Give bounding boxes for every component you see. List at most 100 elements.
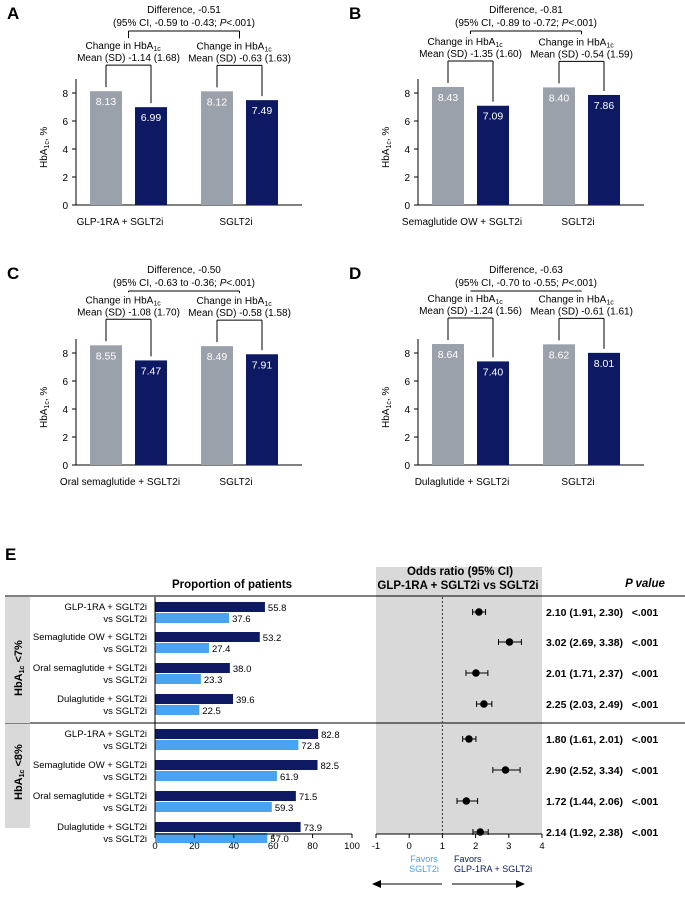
bar-value-label: 8.62 (549, 349, 570, 361)
bar-baseline (90, 345, 122, 465)
y-tick-label: 4 (404, 405, 410, 416)
odds-ratio-text: 2.25 (2.03, 2.49) (546, 699, 623, 711)
odds-ratio-text: 2.14 (1.92, 2.38) (546, 827, 623, 839)
panel-c: C 0 2 4 6 8 HbA1c, % 8.55 7.47 Oral semaglutide +… (7, 264, 302, 488)
odds-ratio-text: 2.01 (1.71, 2.37) (546, 668, 623, 680)
favors-left: Favors (410, 854, 438, 864)
x-category-label: Semaglutide OW + SGLT2i (402, 217, 522, 228)
bar-combo-label: 71.5 (299, 792, 318, 803)
y-axis-label: HbA1c, % (381, 127, 393, 168)
bar-sglt2 (155, 771, 277, 781)
difference-title: Difference, -0.81 (489, 5, 563, 16)
bar-value-label: 6.99 (141, 112, 162, 124)
change-value: Mean (SD) -1.35 (1.60) (419, 49, 522, 60)
favors-left: SGLT2i (409, 864, 439, 874)
bar-value-label: 8.55 (96, 350, 117, 362)
x-category-label: GLP-1RA + SGLT2i (77, 217, 164, 228)
odds-ratio-point (462, 797, 471, 805)
bar-combo (155, 694, 234, 704)
y-tick-label: 8 (404, 349, 410, 360)
change-value: Mean (SD) -0.61 (1.61) (530, 306, 633, 317)
panel-d: D 0 2 4 6 8 HbA1c, % 8.64 7.40 Dulaglutide + SGLT… (349, 264, 644, 488)
y-tick-label: 4 (62, 405, 68, 416)
bar-combo-label: 82.5 (321, 761, 340, 772)
x-category-label: SGLT2i (219, 217, 252, 228)
row-label: GLP-1RA + SGLT2i (65, 729, 147, 740)
bar-value-label: 8.43 (438, 92, 459, 104)
bar-combo (155, 760, 318, 770)
y-tick-label: 0 (404, 461, 410, 472)
group-label-background (5, 597, 30, 723)
odds-ratio-point (472, 669, 480, 677)
favors-left-arrowhead (372, 880, 381, 888)
group-label: HbA1c <7% (13, 640, 26, 696)
odds-ratio-point (476, 828, 485, 836)
y-axis-label: HbA1c, % (39, 387, 51, 428)
bar-value-label: 7.09 (483, 111, 504, 123)
bar-baseline (201, 346, 233, 465)
bar-value-label: 8.13 (96, 96, 117, 108)
bar-combo-label: 38.0 (233, 664, 252, 675)
y-tick-label: 4 (404, 145, 410, 156)
group-label-background (5, 724, 30, 828)
y-tick-label: 0 (62, 201, 68, 212)
bar-sglt2 (155, 833, 268, 843)
bar-sglt2 (155, 674, 201, 684)
bar-baseline (543, 87, 575, 205)
bar-baseline (432, 344, 464, 465)
pvalue-header: P value (625, 578, 665, 590)
favors-right: Favors (454, 854, 482, 864)
row-label: Oral semaglutide + SGLT2i (33, 663, 147, 674)
odds-ratio-point (505, 638, 514, 646)
change-label: Change in HbA1c (197, 296, 273, 308)
proportion-x-tick-label: 60 (268, 841, 279, 852)
bar-value-label: 8.40 (549, 92, 570, 104)
panel-letter: B (349, 4, 361, 23)
forest-subtitle: GLP-1RA + SGLT2i vs SGLT2i (377, 580, 538, 592)
odds-ratio-point (480, 700, 488, 708)
bar-followup (477, 105, 509, 205)
proportion-x-tick-label: 20 (189, 841, 200, 852)
difference-title: Difference, -0.63 (489, 265, 563, 276)
y-tick-label: 6 (62, 117, 68, 128)
row-label: Oral semaglutide + SGLT2i (33, 791, 147, 802)
p-value: <.001 (632, 699, 659, 711)
bar-sglt2-label: 61.9 (280, 772, 299, 783)
bar-combo (155, 729, 319, 739)
y-axis-label: HbA1c, % (39, 127, 51, 168)
odds-ratio-text: 3.02 (2.69, 3.38) (546, 637, 623, 649)
panel-letter: C (7, 264, 19, 283)
proportion-title: Proportion of patients (172, 579, 292, 591)
bar-sglt2 (155, 613, 230, 623)
bar-value-label: 8.64 (438, 349, 459, 361)
bar-sglt2-label: 57.0 (270, 834, 289, 845)
odds-ratio-text: 2.10 (1.91, 2.30) (546, 607, 623, 619)
bar-value-label: 7.86 (594, 100, 615, 112)
change-value: Mean (SD) -0.54 (1.59) (530, 49, 633, 60)
row-vs-label: vs SGLT2i (103, 675, 147, 686)
row-vs-label: vs SGLT2i (103, 772, 147, 783)
bar-combo (155, 822, 301, 832)
row-vs-label: vs SGLT2i (103, 614, 147, 625)
bar-value-label: 8.12 (207, 96, 228, 108)
y-axis-label: HbA1c, % (381, 387, 393, 428)
bar-sglt2-label: 37.6 (232, 614, 251, 625)
odds-ratio-text: 1.80 (1.61, 2.01) (546, 734, 623, 746)
bar-baseline (90, 91, 122, 205)
change-value: Mean (SD) -1.08 (1.70) (77, 307, 180, 318)
panel-b: B 0 2 4 6 8 HbA1c, % 8.43 7.09 Semaglutide OW + S… (349, 4, 644, 228)
panel-a: A 0 2 4 6 8 HbA1c, % 8.13 6.99 GLP-1RA + SGLT2i Ch… (7, 4, 302, 228)
forest-x-tick-label: 3 (506, 841, 511, 852)
bar-value-label: 7.47 (141, 365, 162, 377)
p-value: <.001 (632, 796, 659, 808)
difference-title: Difference, -0.51 (147, 5, 221, 16)
y-tick-label: 6 (404, 377, 410, 388)
x-category-label: SGLT2i (219, 477, 252, 488)
difference-ci: (95% CI, -0.63 to -0.36; P<.001) (113, 278, 255, 289)
odds-ratio-text: 1.72 (1.44, 2.06) (546, 796, 623, 808)
bar-combo-label: 73.9 (304, 823, 323, 834)
bar-combo-label: 39.6 (236, 695, 255, 706)
forest-title: Odds ratio (95% CI) (407, 566, 513, 578)
forest-x-tick-label: 1 (440, 841, 445, 852)
change-value: Mean (SD) -0.58 (1.58) (188, 308, 291, 319)
